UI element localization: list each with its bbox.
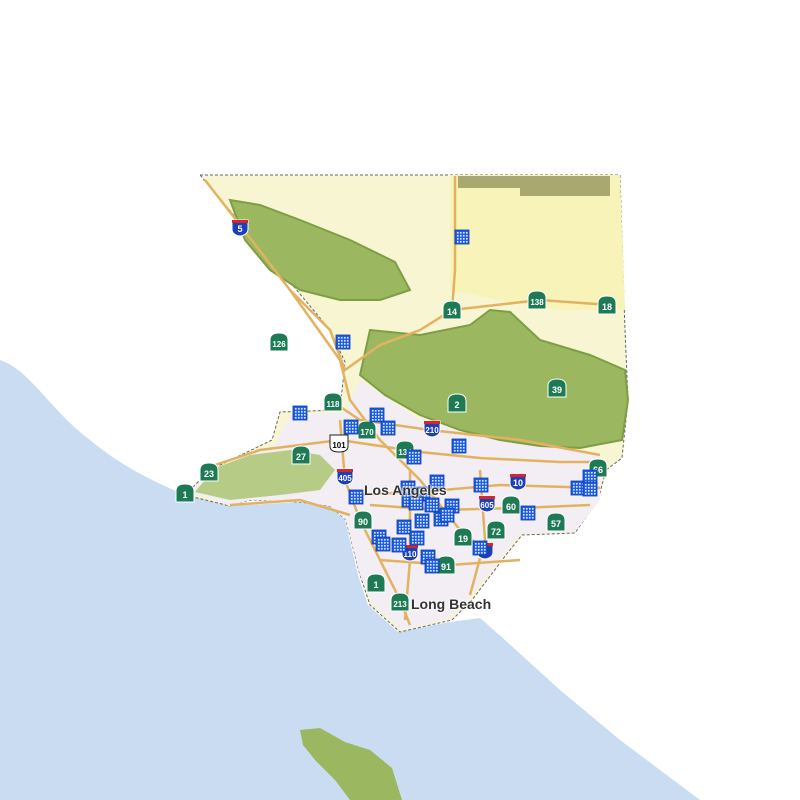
shield-label: 19 — [458, 534, 468, 544]
highway-shield-state-91: 91 — [436, 555, 456, 575]
office-building-icon[interactable] — [408, 495, 424, 511]
office-building-icon[interactable] — [409, 530, 425, 546]
highway-shield-interstate-10: 10 — [509, 473, 527, 491]
road — [289, 289, 347, 371]
highway-shield-interstate-5: 5 — [231, 219, 249, 237]
office-building-icon[interactable] — [439, 507, 455, 523]
ocean — [0, 360, 700, 800]
highway-shield-state-23: 23 — [199, 462, 219, 482]
shield-label: 14 — [447, 307, 457, 317]
office-building-icon[interactable] — [406, 449, 422, 465]
highway-shield-state-2: 2 — [447, 393, 467, 413]
desert-highlands — [450, 175, 625, 310]
highway-shield-state-14: 14 — [442, 300, 462, 320]
shield-label: 66 — [593, 465, 603, 475]
shield-label: 134 — [398, 448, 412, 457]
highway-shield-state-19: 19 — [453, 527, 473, 547]
shield-label: 39 — [552, 385, 562, 395]
highway-shield-state-1: 1 — [175, 483, 195, 503]
shield-label: 18 — [602, 302, 612, 312]
office-building-icon[interactable] — [292, 405, 308, 421]
road — [468, 469, 487, 596]
shield-label: 170 — [360, 428, 374, 437]
highway-shield-state-170: 170 — [357, 420, 377, 440]
office-building-icon[interactable] — [582, 481, 598, 497]
office-building-icon[interactable] — [375, 536, 391, 552]
place-label-los-angeles: Los Angeles — [364, 482, 447, 498]
shield-label: 405 — [338, 474, 352, 483]
office-building-icon[interactable] — [429, 474, 445, 490]
shield-label: 10 — [513, 478, 523, 488]
highway-shields: 5 14 138 18 126 118 2 39 170 210 101 134 27 23 405 10 66… — [175, 219, 617, 612]
office-building-icon[interactable] — [472, 540, 488, 556]
highway-shield-state-60: 60 — [501, 495, 521, 515]
place-label-long-beach: Long Beach — [411, 596, 492, 612]
office-building-icon[interactable] — [414, 513, 430, 529]
highway-shield-interstate-605: 605 — [478, 495, 496, 513]
highway-shield-state-57: 57 — [546, 512, 566, 532]
shield-label: 1 — [182, 490, 187, 500]
office-building-icon[interactable] — [424, 497, 440, 513]
angeles-national-forest — [358, 308, 630, 450]
office-building-icon[interactable] — [396, 519, 412, 535]
building-markers[interactable] — [292, 229, 598, 574]
highway-shield-state-213: 213 — [390, 592, 410, 612]
road — [349, 483, 601, 497]
shield-label: 60 — [506, 502, 516, 512]
santa-clarita-forest — [228, 198, 412, 301]
urban-area — [190, 380, 600, 630]
office-building-icon[interactable] — [454, 229, 470, 245]
highway-shield-state-118: 118 — [323, 392, 343, 412]
office-building-icon[interactable] — [335, 334, 351, 350]
highway-shield-state-1: 1 — [366, 573, 386, 593]
shield-label: 57 — [551, 519, 561, 529]
highway-shield-interstate-405: 405 — [336, 468, 354, 486]
office-building-icon[interactable] — [380, 420, 396, 436]
highway-shield-state-39: 39 — [547, 378, 567, 398]
highway-shield-state-126: 126 — [269, 332, 289, 352]
road — [229, 498, 351, 517]
shield-label: 210 — [425, 426, 439, 435]
office-building-icon[interactable] — [343, 419, 359, 435]
office-building-icon[interactable] — [520, 505, 536, 521]
office-building-icon[interactable] — [424, 558, 440, 574]
office-building-icon[interactable] — [391, 537, 407, 553]
shield-label: 5 — [237, 224, 242, 234]
office-building-icon[interactable] — [348, 489, 364, 505]
road — [344, 176, 457, 372]
shield-label: 118 — [327, 400, 340, 409]
highway-shield-state-72: 72 — [486, 520, 506, 540]
shield-label: 213 — [393, 600, 407, 609]
office-building-icon[interactable] — [369, 407, 385, 423]
shield-label: 23 — [204, 469, 214, 479]
office-building-icon[interactable] — [473, 477, 489, 493]
shield-label: 2 — [454, 400, 459, 410]
highway-shield-state-138: 138 — [527, 290, 547, 310]
antelope-valley-farms — [458, 176, 610, 196]
shield-label: 90 — [358, 517, 368, 527]
office-building-icon[interactable] — [451, 438, 467, 454]
shield-label: 101 — [332, 441, 346, 450]
shield-label: 1 — [373, 580, 378, 590]
shield-label: 72 — [491, 527, 501, 537]
shield-label: 27 — [296, 452, 306, 462]
shield-label: 126 — [272, 340, 286, 349]
shield-label: 605 — [480, 501, 494, 510]
highway-shield-state-18: 18 — [597, 295, 617, 315]
highway-shield-interstate-210: 210 — [423, 420, 441, 438]
highway-shield-us-101: 101 — [329, 434, 349, 453]
highway-shield-state-90: 90 — [353, 510, 373, 530]
highway-shield-state-27: 27 — [291, 445, 311, 465]
shield-label: 91 — [441, 562, 451, 572]
shield-label: 110 — [404, 550, 417, 559]
shield-label: 138 — [530, 298, 544, 307]
catalina-island — [300, 728, 402, 800]
